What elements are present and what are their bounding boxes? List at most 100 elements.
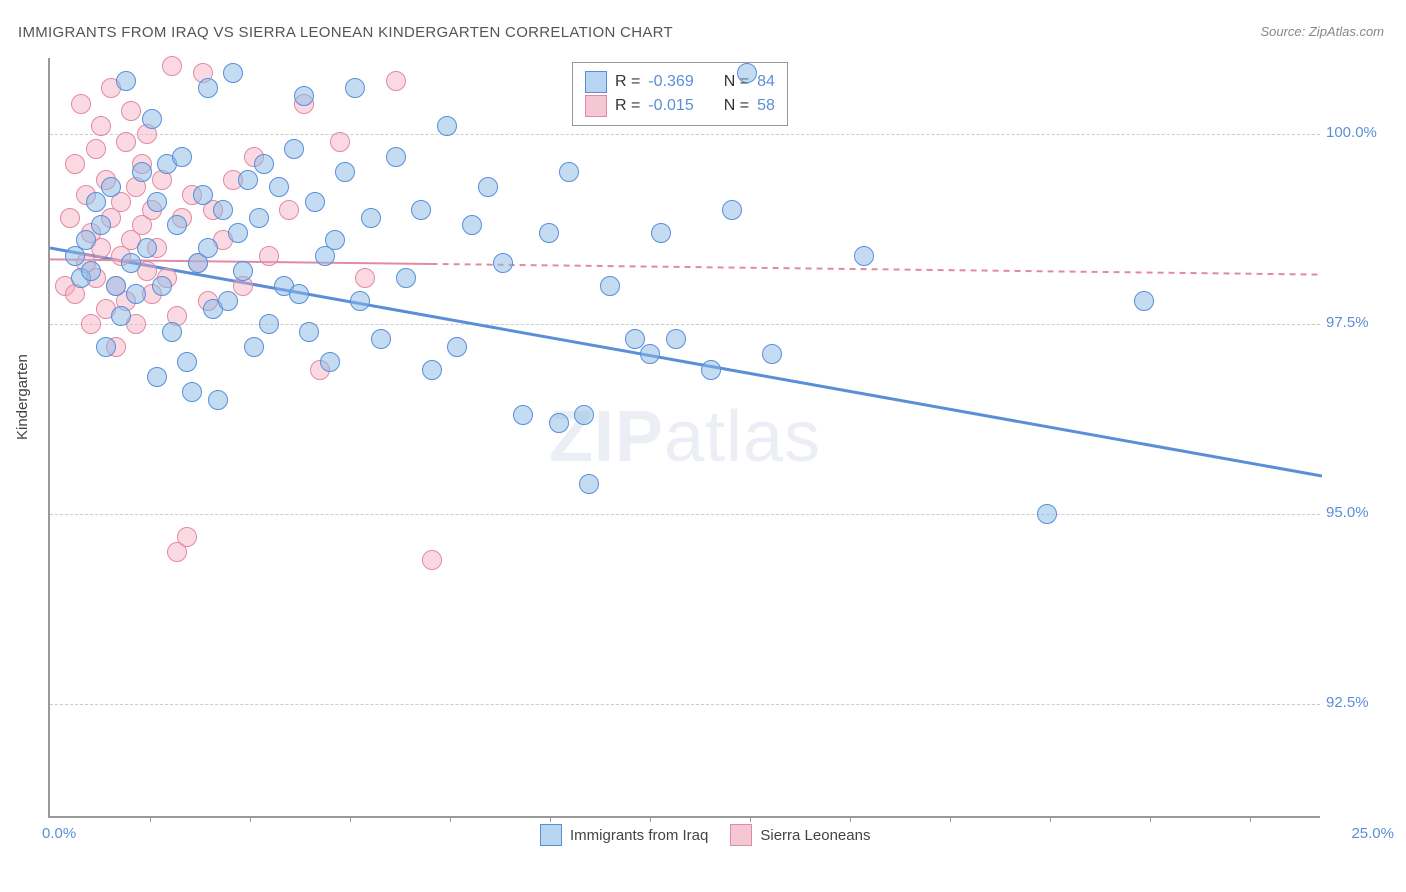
- gridline: [50, 324, 1320, 325]
- data-point: [193, 185, 213, 205]
- x-tick-mark: [450, 816, 451, 822]
- data-point: [177, 527, 197, 547]
- data-point: [335, 162, 355, 182]
- data-point: [361, 208, 381, 228]
- y-tick-label: 92.5%: [1326, 694, 1396, 711]
- data-point: [238, 170, 258, 190]
- data-point: [198, 238, 218, 258]
- data-point: [233, 261, 253, 281]
- x-tick-mark: [950, 816, 951, 822]
- data-point: [762, 344, 782, 364]
- data-point: [269, 177, 289, 197]
- data-point: [86, 192, 106, 212]
- data-point: [371, 329, 391, 349]
- y-axis-label: Kindergarten: [14, 354, 31, 440]
- data-point: [142, 109, 162, 129]
- data-point: [574, 405, 594, 425]
- data-point: [330, 132, 350, 152]
- data-point: [116, 71, 136, 91]
- data-point: [121, 101, 141, 121]
- data-point: [182, 382, 202, 402]
- data-point: [289, 284, 309, 304]
- x-tick-mark: [1250, 816, 1251, 822]
- data-point: [244, 337, 264, 357]
- data-point: [422, 550, 442, 570]
- data-point: [651, 223, 671, 243]
- data-point: [91, 116, 111, 136]
- data-point: [478, 177, 498, 197]
- x-tick-mark: [750, 816, 751, 822]
- data-point: [132, 162, 152, 182]
- data-point: [259, 314, 279, 334]
- data-point: [208, 390, 228, 410]
- data-point: [96, 337, 116, 357]
- data-point: [396, 268, 416, 288]
- x-tick-mark: [550, 816, 551, 822]
- data-point: [279, 200, 299, 220]
- y-tick-label: 100.0%: [1326, 124, 1396, 141]
- x-tick-mark: [850, 816, 851, 822]
- data-point: [386, 147, 406, 167]
- data-point: [539, 223, 559, 243]
- x-tick-mark: [150, 816, 151, 822]
- x-tick-mark: [1050, 816, 1051, 822]
- data-point: [737, 63, 757, 83]
- data-point: [198, 78, 218, 98]
- data-point: [259, 246, 279, 266]
- swatch-pink-icon: [730, 824, 752, 846]
- data-point: [126, 284, 146, 304]
- data-point: [305, 192, 325, 212]
- x-tick-left: 0.0%: [42, 825, 76, 842]
- legend-row-pink: R = -0.015 N = 58: [585, 95, 775, 117]
- data-point: [493, 253, 513, 273]
- data-point: [116, 132, 136, 152]
- y-tick-label: 95.0%: [1326, 504, 1396, 521]
- x-tick-mark: [1150, 816, 1151, 822]
- data-point: [625, 329, 645, 349]
- data-point: [249, 208, 269, 228]
- x-tick-right: 25.0%: [1351, 825, 1394, 842]
- data-point: [320, 352, 340, 372]
- data-point: [60, 208, 80, 228]
- data-point: [147, 192, 167, 212]
- data-point: [559, 162, 579, 182]
- data-point: [437, 116, 457, 136]
- data-point: [1037, 504, 1057, 524]
- data-point: [355, 268, 375, 288]
- data-point: [177, 352, 197, 372]
- chart-title: IMMIGRANTS FROM IRAQ VS SIERRA LEONEAN K…: [18, 24, 673, 41]
- x-tick-mark: [650, 816, 651, 822]
- plot-area: ZIPatlas R = -0.369 N = 84 R = -0.015 N …: [48, 58, 1320, 818]
- legend-bottom: Immigrants from Iraq Sierra Leoneans: [540, 824, 870, 846]
- chart-container: IMMIGRANTS FROM IRAQ VS SIERRA LEONEAN K…: [0, 0, 1406, 892]
- data-point: [666, 329, 686, 349]
- legend-item-pink: Sierra Leoneans: [730, 824, 870, 846]
- data-point: [86, 139, 106, 159]
- data-point: [76, 230, 96, 250]
- data-point: [71, 94, 91, 114]
- data-point: [218, 291, 238, 311]
- data-point: [549, 413, 569, 433]
- x-tick-mark: [250, 816, 251, 822]
- data-point: [722, 200, 742, 220]
- data-point: [152, 276, 172, 296]
- gridline: [50, 704, 1320, 705]
- data-point: [81, 261, 101, 281]
- data-point: [137, 238, 157, 258]
- data-point: [345, 78, 365, 98]
- data-point: [65, 154, 85, 174]
- swatch-blue-icon: [585, 71, 607, 93]
- data-point: [422, 360, 442, 380]
- data-point: [101, 177, 121, 197]
- data-point: [640, 344, 660, 364]
- y-tick-label: 97.5%: [1326, 314, 1396, 331]
- data-point: [462, 215, 482, 235]
- gridline: [50, 514, 1320, 515]
- data-point: [701, 360, 721, 380]
- legend-item-blue: Immigrants from Iraq: [540, 824, 708, 846]
- data-point: [447, 337, 467, 357]
- data-point: [1134, 291, 1154, 311]
- data-point: [162, 56, 182, 76]
- data-point: [81, 314, 101, 334]
- data-point: [111, 306, 131, 326]
